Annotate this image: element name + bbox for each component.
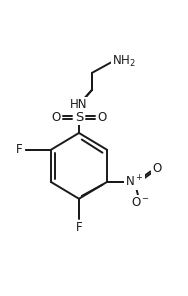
Text: F: F <box>15 143 22 156</box>
Text: O$^-$: O$^-$ <box>131 196 151 209</box>
Text: HN: HN <box>70 98 88 111</box>
Text: F: F <box>76 221 82 234</box>
Text: NH$_2$: NH$_2$ <box>112 54 136 69</box>
Text: N$^+$: N$^+$ <box>125 174 144 189</box>
Text: O: O <box>52 111 61 124</box>
Text: S: S <box>75 111 83 124</box>
Text: O: O <box>97 111 106 124</box>
Text: O: O <box>152 162 162 175</box>
